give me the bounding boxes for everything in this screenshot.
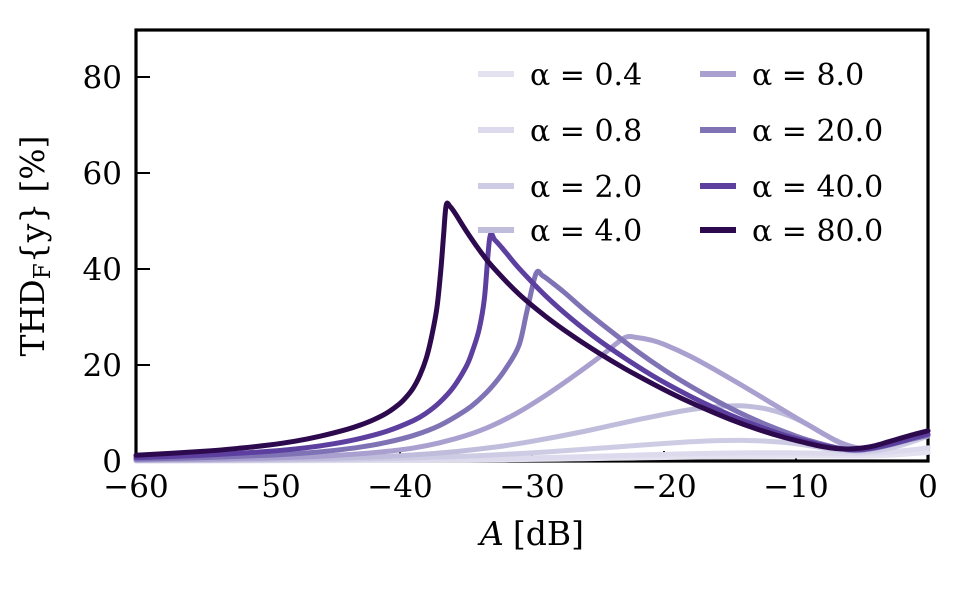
legend-label: α = 4.0 [530,214,642,249]
curve-alpha-80 [133,200,931,458]
x-axis-title: A [dB] [477,514,584,553]
y-tick-label: 20 [83,348,122,384]
legend-label: α = 0.4 [530,58,642,93]
x-tick-label: −50 [235,469,300,505]
plot-frame [134,28,930,463]
legend-label: α = 0.8 [530,114,642,149]
y-tick-label: 60 [83,156,122,192]
x-tick-label: −60 [103,469,168,505]
legend-label: α = 40.0 [752,170,883,205]
x-axis-tick-labels: −60 −50 −40 −30 −20 −10 0 [103,469,938,505]
legend-label: α = 80.0 [752,214,883,249]
legend-label: α = 20.0 [752,114,883,149]
y-tick-label: 80 [83,60,122,96]
data-curves [133,200,931,464]
x-tick-label: −20 [631,469,696,505]
y-tick-label: 40 [83,252,122,288]
x-tick-label: 0 [918,469,938,505]
legend: α = 0.4 α = 8.0 α = 0.8 α = 20.0 α = 2.0 α = … [478,58,883,249]
x-tick-label: −40 [367,469,432,505]
y-tick-label: 0 [102,444,122,480]
y-axis-title: THDF{y}[%] [13,136,56,357]
x-tick-label: −30 [499,469,564,505]
y-axis-tick-labels: 0 20 40 60 80 [83,60,122,480]
x-tick-label: −10 [763,469,828,505]
legend-label: α = 8.0 [752,58,864,93]
legend-label: α = 2.0 [530,170,642,205]
